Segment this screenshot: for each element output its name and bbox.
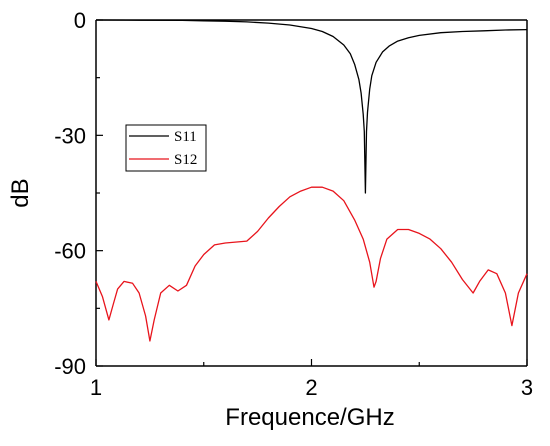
y-tick-label: -60	[54, 239, 86, 264]
y-axis-title: dB	[7, 178, 34, 207]
y-tick-label: -90	[54, 354, 86, 379]
y-tick-label: 0	[74, 8, 86, 33]
series-line-s12	[95, 186, 528, 342]
axes: 1 2 3 0 -30 -60 -90	[54, 8, 533, 400]
legend-box	[125, 124, 207, 172]
series-line-s11	[95, 19, 528, 194]
x-tick-label: 3	[521, 375, 533, 400]
y-tick-label: -30	[54, 123, 86, 148]
legend-label-s11: S11	[174, 129, 197, 145]
legend-label-s12: S12	[174, 152, 197, 168]
series-layer	[95, 19, 528, 342]
x-tick-label: 2	[305, 375, 317, 400]
x-tick-label: 1	[90, 375, 102, 400]
x-axis-title: Frequence/GHz	[225, 404, 394, 431]
